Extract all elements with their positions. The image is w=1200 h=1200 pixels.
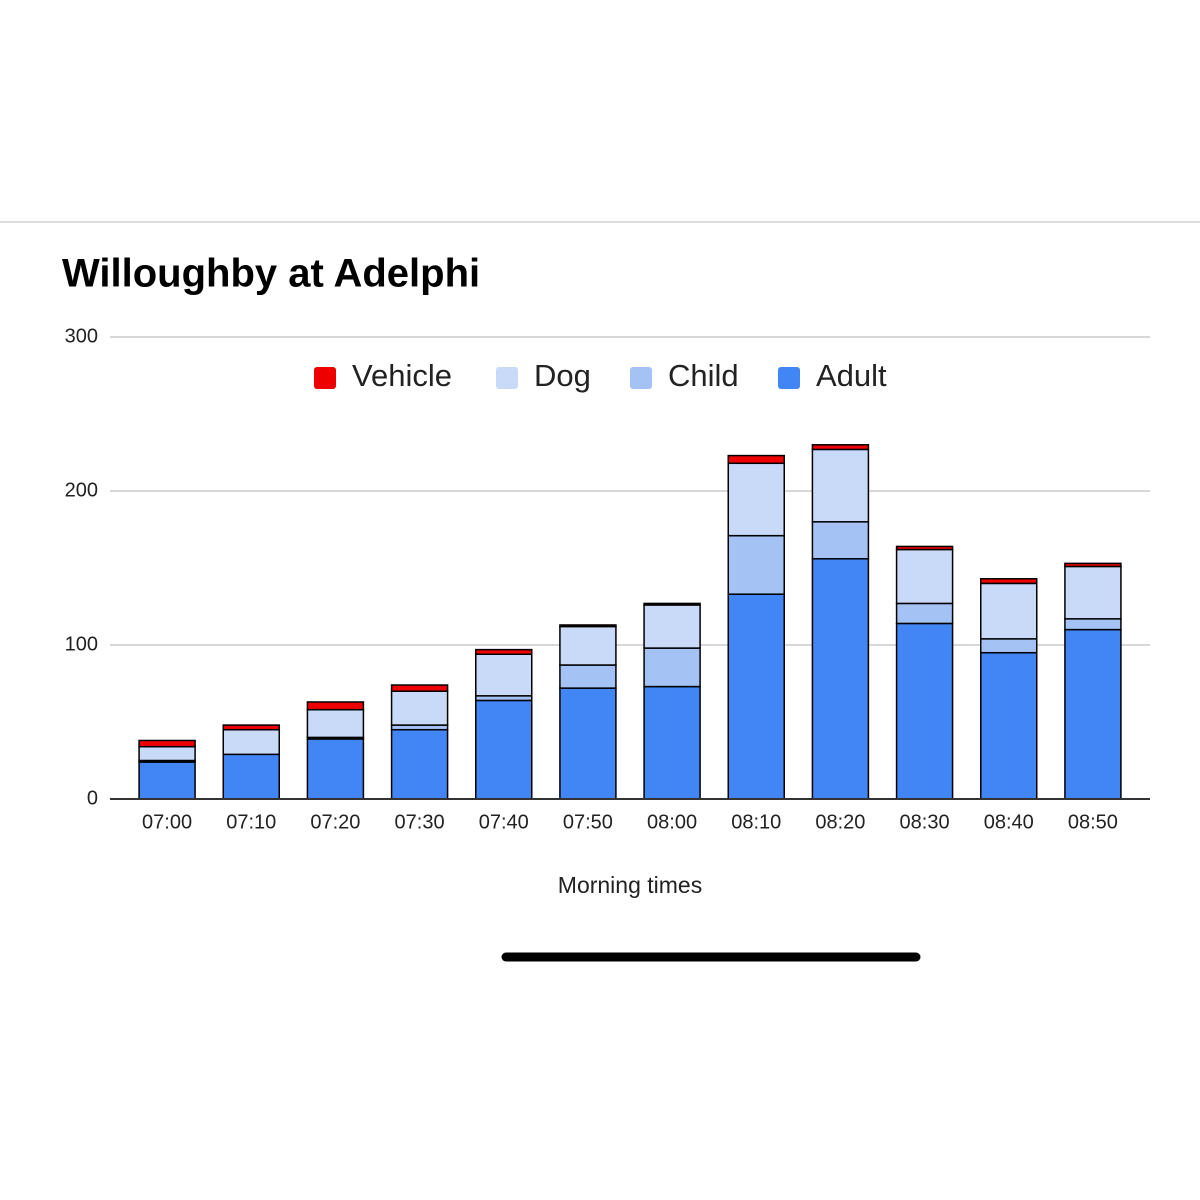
x-tick-label: 08:40 [984,811,1034,833]
x-tick-label: 08:10 [731,811,781,833]
x-tick-label: 08:00 [647,811,697,833]
bar-segment [895,545,954,551]
bar-segment [727,593,785,800]
bar-segment [895,548,954,605]
y-tick-label: 100 [65,633,98,655]
bar-segment [895,622,954,800]
legend-swatch [778,367,800,389]
x-tick-label: 07:10 [226,811,276,833]
bar-segment [1064,618,1122,631]
x-tick-label: 07:30 [395,811,445,833]
bar-segment [643,602,701,606]
y-tick-label: 300 [65,325,98,347]
legend-swatch [496,367,518,389]
bar-segment [222,724,280,731]
legend-swatch [630,367,652,389]
x-tick-label: 08:20 [815,811,865,833]
bar-segment [559,625,617,666]
legend-label: Adult [816,358,887,393]
bar-segment [475,653,533,697]
bar-segment [306,738,365,800]
bar-segment [222,728,280,756]
chart-title: Willoughby at Adelphi [62,252,480,296]
x-tick-label: 08:50 [1068,811,1118,833]
bar-segment [306,701,365,711]
bar-segment [559,664,617,689]
bar-segment [895,602,954,625]
legend-swatch [314,367,336,389]
bar-segment [390,690,449,726]
bar-segment [727,462,785,537]
bar-segment [980,638,1038,654]
bar-segment [475,699,533,800]
bar-segment [138,739,196,748]
bar-segment [643,604,701,649]
x-tick-label: 07:00 [142,811,192,833]
bar-segment [559,687,617,800]
bar-segment [390,684,449,692]
bar-segment [306,708,365,739]
bar-segment [643,685,701,800]
bar-segment [138,761,196,800]
y-tick-label: 0 [87,787,98,809]
bar-segment [980,578,1038,585]
bar-segment [222,753,280,800]
x-axis-label: Morning times [558,872,702,898]
x-tick-label: 07:50 [563,811,613,833]
bar-segment [559,624,617,628]
bar-segment [475,648,533,655]
bar-segment [980,651,1038,800]
bar-segment [1064,562,1122,568]
bar-segment [811,444,870,451]
bar-segment [727,534,785,595]
bar-segment [727,454,785,465]
bar-segment [980,582,1038,640]
x-tick-label: 08:30 [900,811,950,833]
bar-segment [138,745,196,762]
bar-segment [811,558,870,800]
bar-segment [390,728,449,800]
x-tick-label: 07:20 [310,811,360,833]
legend-label: Vehicle [352,358,452,393]
bar-segment [811,521,870,560]
bar-segment [643,647,701,688]
bar-segment [1064,628,1122,800]
x-tick-label: 07:40 [479,811,529,833]
legend-label: Dog [534,358,591,393]
legend-label: Child [668,358,739,393]
y-tick-label: 200 [65,479,98,501]
bar-segment [1064,565,1122,620]
bar-segment [811,448,870,523]
